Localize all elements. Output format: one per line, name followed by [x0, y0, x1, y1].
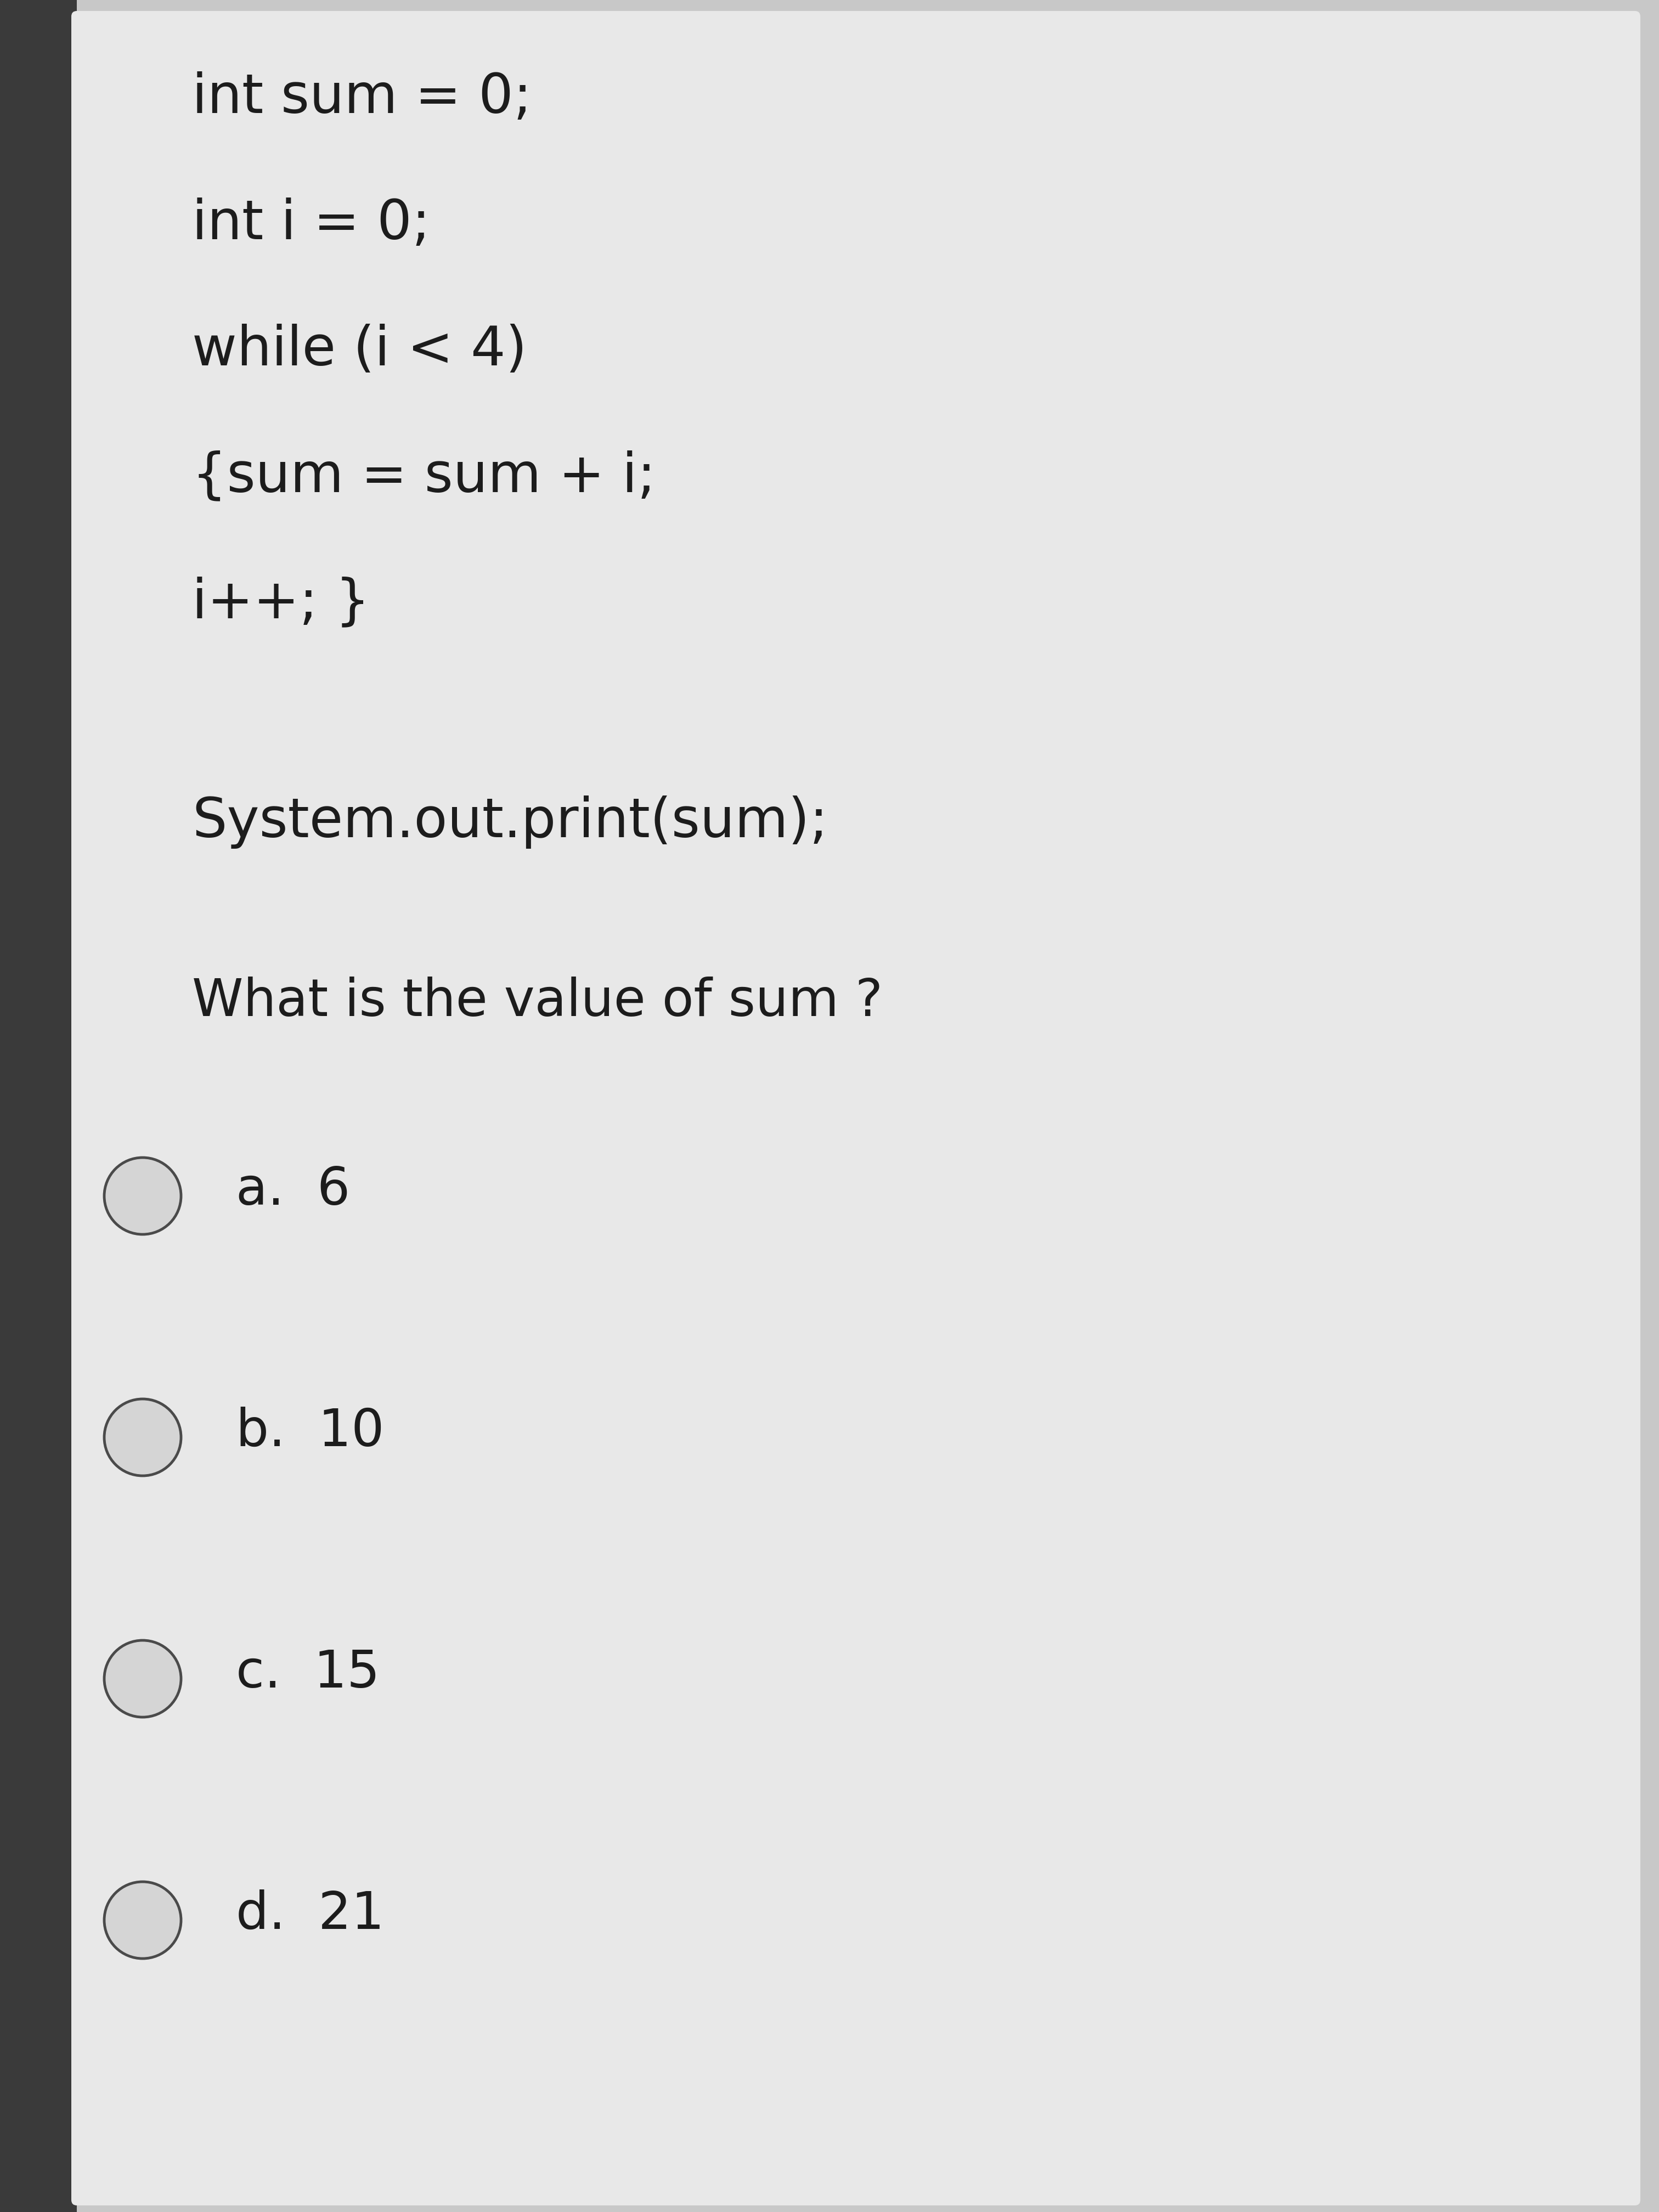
- Text: while (i < 4): while (i < 4): [192, 323, 528, 376]
- Text: {sum = sum + i;: {sum = sum + i;: [192, 449, 655, 502]
- Text: d.  21: d. 21: [236, 1889, 385, 1940]
- Text: a.  6: a. 6: [236, 1166, 350, 1217]
- Text: b.  10: b. 10: [236, 1407, 385, 1458]
- Text: System.out.print(sum);: System.out.print(sum);: [192, 796, 828, 849]
- FancyBboxPatch shape: [71, 11, 1641, 2205]
- Text: c.  15: c. 15: [236, 1648, 380, 1699]
- Text: int sum = 0;: int sum = 0;: [192, 71, 533, 124]
- Circle shape: [105, 1398, 181, 1475]
- Text: What is the value of sum ?: What is the value of sum ?: [192, 975, 883, 1026]
- Circle shape: [105, 1882, 181, 1958]
- Bar: [0, 0, 76, 2212]
- Circle shape: [105, 1641, 181, 1717]
- Text: int i = 0;: int i = 0;: [192, 197, 430, 250]
- Text: i++; }: i++; }: [192, 575, 370, 628]
- Circle shape: [105, 1157, 181, 1234]
